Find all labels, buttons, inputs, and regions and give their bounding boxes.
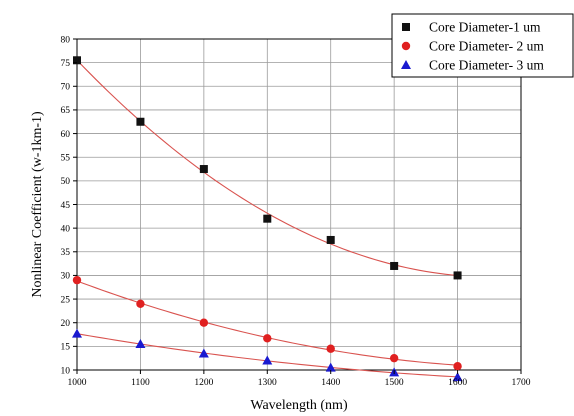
x-axis-title: Wavelength (nm): [250, 398, 348, 413]
data-point-square: [326, 235, 335, 244]
y-tick-label: 10: [61, 366, 71, 376]
data-point-circle: [263, 334, 272, 343]
y-tick-label: 80: [61, 35, 71, 45]
legend: Core Diameter-1 um Core Diameter- 2 um Cor…: [391, 13, 574, 78]
legend-label: Core Diameter-1 um: [429, 20, 541, 35]
x-tick-label: 1200: [194, 378, 213, 388]
y-tick-label: 55: [61, 154, 71, 164]
legend-box: [391, 13, 574, 78]
y-tick-label: 30: [61, 272, 71, 282]
x-tick-label: 1500: [385, 378, 404, 388]
data-markers: [72, 56, 463, 382]
data-point-triangle: [452, 372, 463, 382]
y-tick-label: 50: [61, 177, 71, 187]
data-point-triangle: [135, 338, 146, 348]
legend-marker-square: [402, 23, 410, 31]
data-point-square: [199, 165, 208, 174]
x-tick-label: 1600: [448, 378, 467, 388]
y-tick-label: 60: [61, 130, 71, 140]
data-point-square: [453, 271, 462, 280]
data-point-circle: [72, 275, 82, 285]
data-point-triangle: [198, 348, 209, 358]
x-tick-label: 1400: [321, 378, 340, 388]
y-tick-label: 70: [61, 83, 71, 93]
y-tick-label: 20: [61, 319, 71, 329]
y-tick-label: 25: [61, 295, 71, 305]
legend-marker-triangle: [401, 60, 411, 69]
data-point-circle: [136, 299, 145, 308]
data-point-square: [390, 261, 399, 270]
data-point-circle: [453, 362, 462, 371]
grid: [77, 39, 521, 370]
y-tick-label: 15: [61, 343, 71, 353]
y-tick-label: 45: [61, 201, 71, 211]
y-tick-label: 35: [61, 248, 71, 258]
y-tick-label: 65: [61, 106, 71, 116]
y-axis-title: Nonlinear Coefficient (w-1km-1): [30, 111, 45, 298]
data-point-circle: [199, 318, 209, 327]
data-point-square: [263, 214, 272, 223]
x-tick-label: 1700: [512, 378, 531, 388]
x-tick-label: 1100: [131, 378, 150, 388]
y-tick-label: 75: [61, 59, 71, 69]
data-point-triangle: [262, 355, 273, 365]
x-tick-label: 1000: [68, 378, 87, 388]
x-tick-label: 1300: [258, 378, 277, 388]
data-point-triangle: [325, 362, 336, 372]
data-point-circle: [326, 344, 335, 353]
data-point-circle: [389, 353, 399, 363]
data-point-square: [73, 56, 81, 65]
legend-marker-circle: [401, 41, 411, 51]
y-tick-label: 40: [61, 224, 71, 234]
axis-ticks: 1000 1100 1200 1300 1400 1500 1600 1700 10 15 20 25…: [61, 35, 531, 388]
data-point-square: [136, 117, 145, 126]
legend-label: Core Diameter- 3 um: [429, 58, 544, 73]
data-point-triangle: [72, 328, 82, 338]
legend-label: Core Diameter- 2 um: [429, 39, 544, 54]
